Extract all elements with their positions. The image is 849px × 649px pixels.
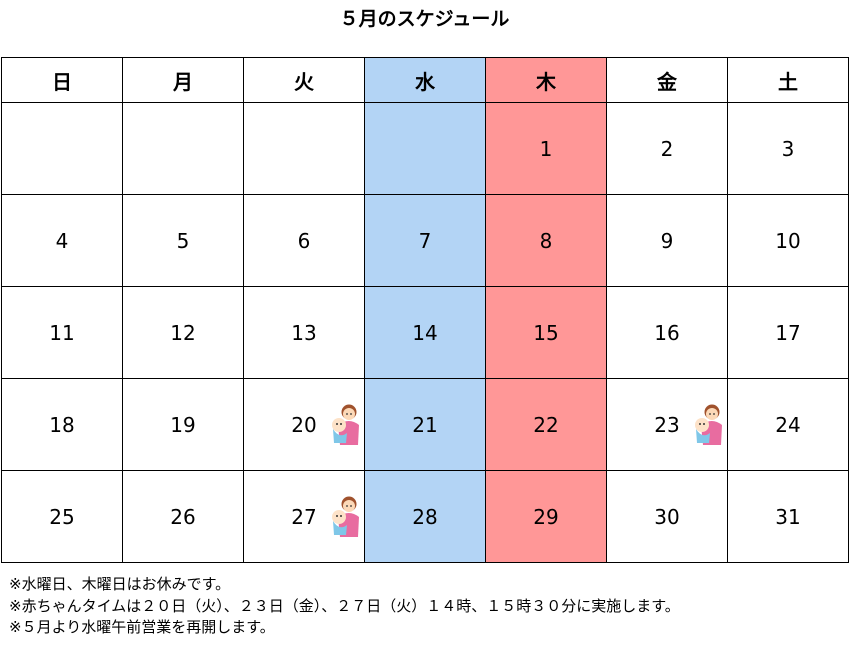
day-number: 20 (291, 412, 317, 437)
weekday-tue: 火 (243, 57, 365, 103)
weekday-thu: 木 (485, 57, 607, 103)
day-number: 12 (170, 320, 196, 345)
day-cell-tue: 13 (243, 286, 365, 379)
weekday-sat: 土 (727, 57, 849, 103)
day-cell-sat: 3 (727, 102, 849, 195)
calendar-week-row: 18 19 20 21 22 23 24 (1, 378, 849, 471)
day-cell-mon: 5 (122, 194, 244, 287)
day-number: 8 (539, 228, 553, 253)
day-number: 4 (55, 228, 69, 253)
day-number: 9 (660, 228, 674, 253)
baby-time-icon (328, 495, 360, 539)
day-cell-tue: 20 (243, 378, 365, 471)
weekday-header-row: 日 月 火 水 木 金 土 (1, 57, 849, 103)
day-number: 31 (775, 504, 801, 529)
day-cell-fri: 16 (606, 286, 728, 379)
calendar-week-row: 25 26 27 28 29 30 31 (1, 470, 849, 563)
day-cell-tue: 27 (243, 470, 365, 563)
calendar-week-row: 1 2 3 (1, 102, 849, 195)
day-number: 30 (654, 504, 680, 529)
day-number: 7 (418, 228, 432, 253)
day-number: 17 (775, 320, 801, 345)
day-number: 1 (539, 136, 553, 161)
day-number: 6 (297, 228, 311, 253)
day-cell-fri: 30 (606, 470, 728, 563)
calendar-week-row: 11 12 13 14 15 16 17 (1, 286, 849, 379)
day-number: 22 (533, 412, 559, 437)
day-cell-wed: 28 (364, 470, 486, 563)
day-cell-mon: 26 (122, 470, 244, 563)
day-cell-wed: 14 (364, 286, 486, 379)
day-cell-sun: 25 (1, 470, 123, 563)
day-number: 14 (412, 320, 438, 345)
day-number: 25 (49, 504, 75, 529)
day-cell-sat: 31 (727, 470, 849, 563)
baby-time-icon (691, 403, 723, 447)
day-number: 10 (775, 228, 801, 253)
notes: ※水曜日、木曜日はお休みです。 ※赤ちゃんタイムは２０日（火）、２３日（金）、２… (9, 574, 680, 639)
day-cell-fri: 23 (606, 378, 728, 471)
day-number: 5 (176, 228, 190, 253)
day-number: 15 (533, 320, 559, 345)
weekday-wed: 水 (364, 57, 486, 103)
day-cell-thu: 8 (485, 194, 607, 287)
day-cell-thu: 29 (485, 470, 607, 563)
day-cell-sun: 18 (1, 378, 123, 471)
calendar-week-row: 4 5 6 7 8 9 10 (1, 194, 849, 287)
day-number: 2 (660, 136, 674, 161)
day-cell-wed: 7 (364, 194, 486, 287)
day-number: 19 (170, 412, 196, 437)
day-cell-mon (122, 102, 244, 195)
weekday-fri: 金 (606, 57, 728, 103)
note-baby-time: ※赤ちゃんタイムは２０日（火）、２３日（金）、２７日（火）１４時、１５時３０分に… (9, 596, 680, 615)
day-number: 27 (291, 504, 317, 529)
day-cell-wed: 21 (364, 378, 486, 471)
weekday-sun: 日 (1, 57, 123, 103)
day-number: 21 (412, 412, 438, 437)
weekday-mon: 月 (122, 57, 244, 103)
day-cell-tue: 6 (243, 194, 365, 287)
day-cell-wed (364, 102, 486, 195)
day-number: 18 (49, 412, 75, 437)
day-cell-tue (243, 102, 365, 195)
day-cell-mon: 19 (122, 378, 244, 471)
day-cell-thu: 15 (485, 286, 607, 379)
day-number: 28 (412, 504, 438, 529)
day-cell-sun: 4 (1, 194, 123, 287)
day-number: 16 (654, 320, 680, 345)
day-cell-thu: 1 (485, 102, 607, 195)
note-closed-days: ※水曜日、木曜日はお休みです。 (9, 575, 231, 593)
day-number: 24 (775, 412, 801, 437)
day-number: 29 (533, 504, 559, 529)
day-cell-thu: 22 (485, 378, 607, 471)
day-number: 13 (291, 320, 317, 345)
day-cell-fri: 9 (606, 194, 728, 287)
day-cell-sun: 11 (1, 286, 123, 379)
day-cell-sat: 24 (727, 378, 849, 471)
day-number: 3 (781, 136, 795, 161)
note-wednesday-morning: ※５月より水曜午前営業を再開します。 (9, 618, 275, 636)
day-number: 11 (49, 320, 75, 345)
day-cell-sat: 17 (727, 286, 849, 379)
day-number: 23 (654, 412, 680, 437)
day-number: 26 (170, 504, 196, 529)
day-cell-mon: 12 (122, 286, 244, 379)
day-cell-sun (1, 102, 123, 195)
day-cell-fri: 2 (606, 102, 728, 195)
day-cell-sat: 10 (727, 194, 849, 287)
page-title: ５月のスケジュール (339, 8, 510, 30)
calendar-table: 日 月 火 水 木 金 土 1 2 3 4 5 6 7 8 9 10 11 12 13 14 15 16 17 1… (1, 57, 849, 563)
baby-time-icon (328, 403, 360, 447)
